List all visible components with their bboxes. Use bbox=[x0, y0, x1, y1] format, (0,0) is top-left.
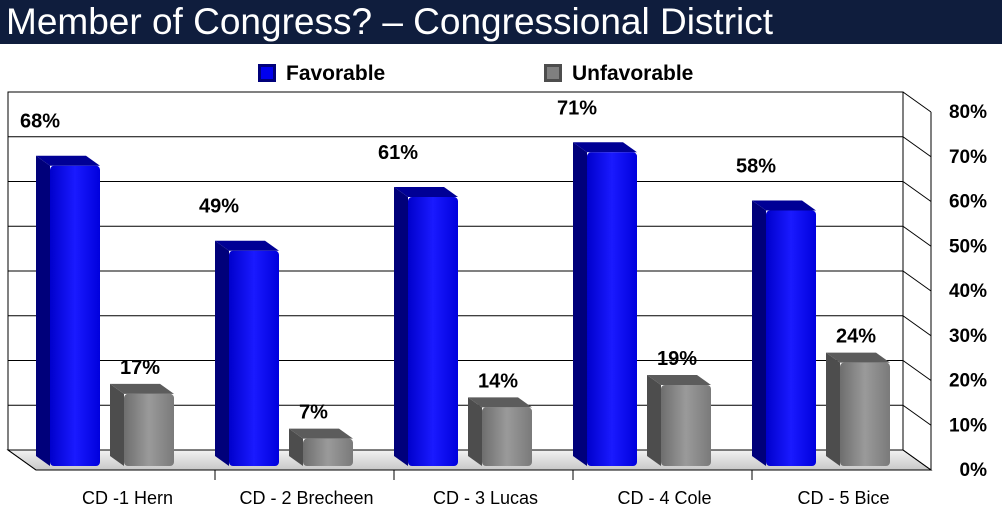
data-label: 58% bbox=[736, 155, 776, 177]
bar-top bbox=[752, 200, 816, 211]
bar-side bbox=[110, 383, 124, 466]
bar-top bbox=[110, 383, 174, 394]
data-label: 14% bbox=[478, 370, 518, 392]
bar-side bbox=[647, 374, 661, 466]
bar-front bbox=[661, 384, 711, 466]
floor-edge bbox=[7, 449, 37, 471]
data-label: 19% bbox=[657, 348, 697, 370]
bar-side bbox=[215, 240, 229, 466]
axis-tick bbox=[902, 449, 932, 471]
axis-tick bbox=[902, 404, 932, 426]
bar-front bbox=[587, 152, 637, 466]
plot-area: 0% 10% 20% 30% 40% 50% 60% 70% 80% CD -1 Hern 68% 1… bbox=[6, 91, 988, 508]
y-tick-label: 20% bbox=[949, 371, 987, 392]
page-title: Member of Congress? – Congressional Dist… bbox=[6, 1, 774, 42]
category-label: CD - 4 Cole bbox=[617, 488, 711, 508]
bar-front bbox=[482, 407, 532, 466]
axis-tick bbox=[902, 360, 932, 381]
data-label: 68% bbox=[20, 111, 60, 133]
y-tick-label: 50% bbox=[949, 236, 987, 257]
y-tick-label: 10% bbox=[949, 415, 987, 436]
category-label: CD - 3 Lucas bbox=[433, 488, 538, 508]
bar-front bbox=[303, 438, 353, 466]
bar-top bbox=[826, 352, 890, 363]
bar-top bbox=[36, 155, 100, 166]
legend-swatch-inner bbox=[261, 67, 273, 79]
unfavorable-bar bbox=[468, 397, 532, 466]
axis-tick bbox=[902, 315, 932, 337]
bar-top bbox=[215, 240, 279, 251]
y-tick-label: 70% bbox=[949, 147, 987, 168]
axis-tick bbox=[902, 225, 932, 247]
data-label: 17% bbox=[120, 357, 160, 379]
bar-side bbox=[289, 428, 303, 466]
legend: Favorable Unfavorable bbox=[258, 62, 693, 85]
unfavorable-bar bbox=[110, 383, 174, 466]
title-bar: Member of Congress? – Congressional Dist… bbox=[0, 0, 1002, 44]
axis-tick bbox=[902, 270, 932, 292]
unfavorable-bar bbox=[826, 352, 890, 466]
bar-top bbox=[289, 428, 353, 439]
bar-front bbox=[408, 197, 458, 466]
bar-top bbox=[573, 142, 637, 153]
bar-top bbox=[647, 374, 711, 385]
legend-label: Favorable bbox=[286, 62, 385, 85]
y-tick-label: 0% bbox=[960, 460, 988, 481]
y-tick-label: 40% bbox=[949, 281, 987, 302]
favorable-bar bbox=[394, 187, 458, 466]
y-tick-label: 60% bbox=[949, 192, 987, 213]
category-label: CD -1 Hern bbox=[82, 488, 173, 508]
favorable-bar bbox=[752, 200, 816, 466]
bar-top bbox=[394, 187, 458, 198]
bar-chart: 0% 10% 20% 30% 40% 50% 60% 70% 80% CD -1 Hern 68% 1… bbox=[6, 62, 988, 508]
bar-side bbox=[36, 155, 50, 466]
favorable-bar bbox=[573, 142, 637, 466]
axis-tick bbox=[902, 181, 932, 202]
unfavorable-bar bbox=[289, 428, 353, 466]
data-label: 7% bbox=[299, 402, 328, 424]
bar-top bbox=[468, 397, 532, 408]
favorable-bar bbox=[215, 240, 279, 466]
bar-side bbox=[573, 142, 587, 466]
y-tick-label: 30% bbox=[949, 326, 987, 347]
bar-front bbox=[766, 210, 816, 466]
bar-side bbox=[468, 397, 482, 466]
data-label: 71% bbox=[557, 97, 597, 119]
bar-side bbox=[752, 200, 766, 466]
axis-tick bbox=[902, 136, 932, 158]
favorable-bar bbox=[36, 155, 100, 466]
data-label: 49% bbox=[199, 196, 239, 218]
category-label: CD - 5 Bice bbox=[797, 488, 889, 508]
legend-swatch-inner bbox=[547, 67, 559, 79]
axis-tick bbox=[902, 91, 932, 113]
bar-front bbox=[229, 250, 279, 466]
legend-label: Unfavorable bbox=[572, 62, 693, 85]
bar-front bbox=[124, 393, 174, 466]
data-label: 61% bbox=[378, 142, 418, 164]
unfavorable-bar bbox=[647, 374, 711, 466]
bar-front bbox=[840, 362, 890, 466]
data-label: 24% bbox=[836, 326, 876, 348]
bar-side bbox=[394, 187, 408, 466]
bar-side bbox=[826, 352, 840, 466]
category-label: CD - 2 Brecheen bbox=[239, 488, 373, 508]
y-tick-label: 80% bbox=[949, 102, 987, 123]
bar-front bbox=[50, 165, 100, 466]
